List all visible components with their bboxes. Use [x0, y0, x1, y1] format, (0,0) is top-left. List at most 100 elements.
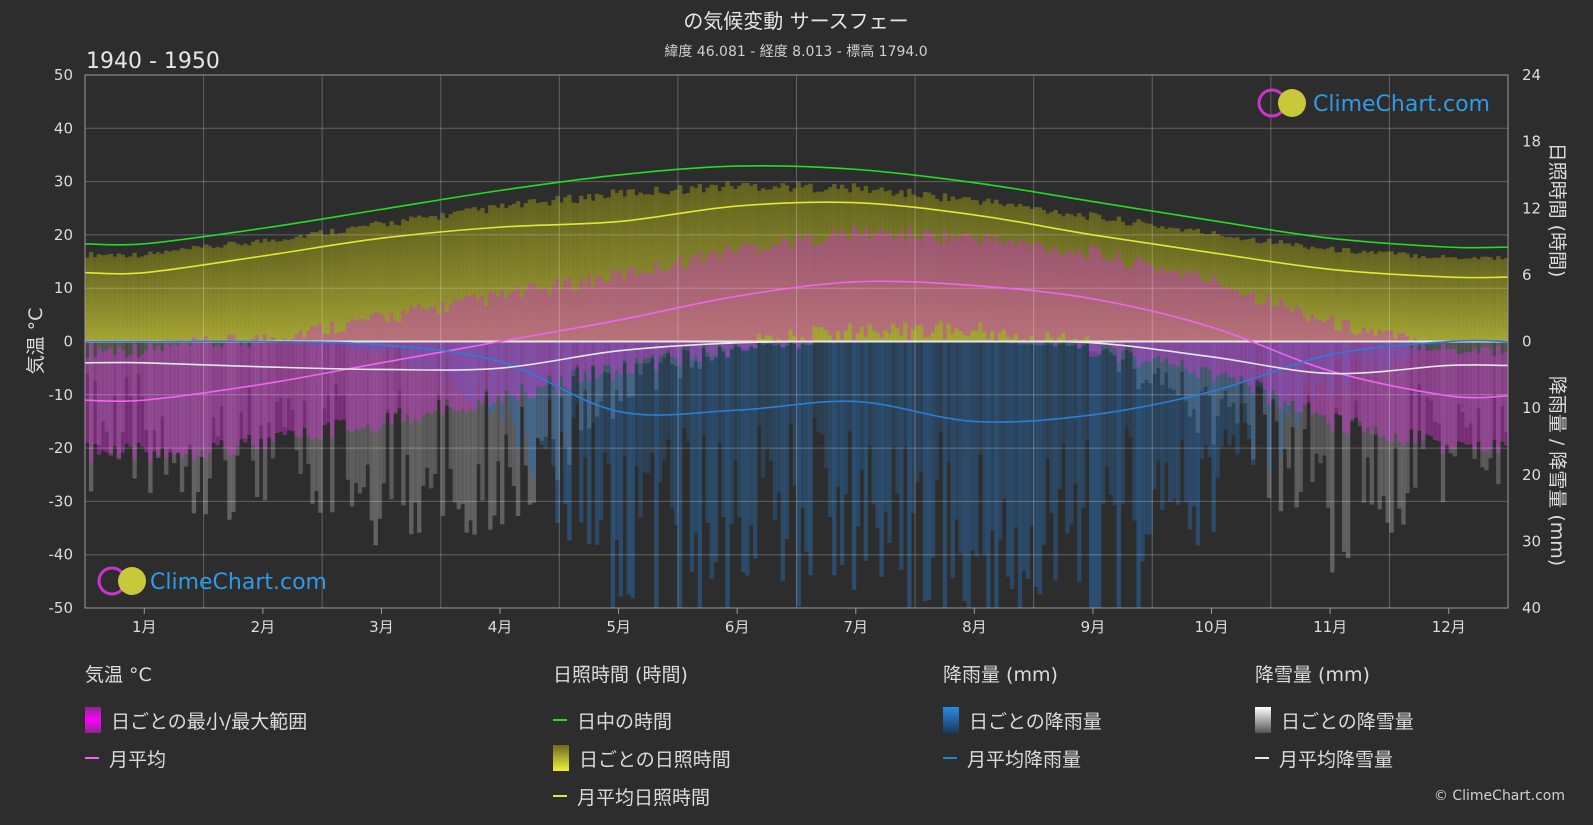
daily-sunshine-bar: [1377, 251, 1382, 342]
daily-rain-bar: [658, 341, 663, 483]
daily-sunshine-bar: [290, 238, 295, 342]
daily-snow-bar: [1065, 341, 1070, 346]
daily-snow-bar: [160, 341, 165, 417]
daily-rain-bar: [618, 341, 623, 597]
daily-rain-bar: [1041, 341, 1046, 546]
daily-snow-bar: [575, 341, 580, 366]
daily-rain-bar: [598, 341, 604, 521]
daily-rain-bar: [381, 341, 386, 352]
daily-rain-bar: [962, 341, 967, 602]
daily-rain-bar: [330, 341, 335, 349]
daily-snow-bar: [239, 341, 244, 413]
daily-temp-range-bar: [642, 273, 647, 359]
daily-temp-range-bar: [1140, 260, 1145, 363]
daily-sunshine-bar: [405, 221, 410, 342]
daily-snow-bar: [673, 341, 679, 367]
daily-snow-bar: [1330, 341, 1335, 573]
daily-temp-range-bar: [875, 231, 880, 333]
daily-sunshine-bar: [500, 203, 505, 342]
daily-temp-range-bar: [1069, 251, 1074, 342]
legend-snow: 降雪量 (mm) 日ごとの降雪量 月平均降雪量: [1255, 660, 1414, 777]
daily-sunshine-bar: [717, 190, 722, 342]
daily-rain-bar: [606, 341, 612, 464]
daily-temp-range-bar: [907, 227, 912, 341]
daily-rain-bar: [492, 341, 497, 412]
daily-rain-bar: [1413, 341, 1418, 355]
daily-rain-bar: [345, 341, 351, 349]
daily-snow-bar: [800, 341, 805, 345]
daily-temp-range-bar: [262, 334, 268, 450]
rain-avg-line: [85, 339, 1508, 423]
brand-logo-top[interactable]: ClimeChart.com: [1257, 88, 1490, 118]
daily-rain-bar: [887, 341, 892, 544]
daily-temp-range-bar: [1484, 347, 1489, 452]
daily-rain-bar: [725, 341, 730, 608]
daily-temp-range-bar: [156, 346, 161, 456]
daily-rain-bar: [1077, 341, 1082, 582]
daily-sunshine-bar: [982, 201, 987, 342]
daily-snow-bar: [219, 341, 224, 406]
daily-sunshine-bar: [1290, 245, 1295, 342]
daily-snow-bar: [254, 341, 260, 498]
daily-snow-bar: [1037, 341, 1042, 346]
daily-snow-bar: [587, 341, 592, 429]
daily-snow-bar: [1219, 341, 1224, 400]
legend-label: 月平均日照時間: [577, 786, 711, 809]
daily-temp-range-bar: [1164, 273, 1169, 359]
daily-snow-bar: [227, 341, 232, 520]
daily-snow-bar: [507, 341, 513, 468]
daily-temp-range-bar: [1480, 347, 1485, 451]
daily-snow-bar: [1156, 341, 1161, 369]
daily-temp-range-bar: [1017, 239, 1023, 343]
daily-sunshine-bar: [713, 185, 718, 342]
daily-snow-bar: [223, 341, 228, 461]
daily-temp-range-bar: [697, 250, 703, 363]
daily-snow-bar: [1361, 341, 1367, 503]
daily-temp-range-bar: [1341, 319, 1347, 433]
daily-rain-bar: [828, 341, 833, 517]
daily-sunshine-bar: [606, 197, 612, 342]
daily-sunshine-bar: [1417, 258, 1422, 342]
daily-snow-bar: [417, 341, 422, 533]
daily-sunshine-bar: [1128, 225, 1133, 342]
daily-snow-bar: [369, 341, 374, 521]
daily-sunshine-bar: [1468, 258, 1473, 342]
daily-rain-bar: [800, 341, 805, 508]
daily-rain-bar: [784, 341, 789, 540]
daily-sunshine-bar: [820, 191, 825, 342]
daily-snow-bar: [235, 341, 240, 456]
daily-sunshine-bar: [1397, 252, 1402, 342]
daily-sunshine-bar: [1385, 251, 1390, 342]
daily-temp-range-bar: [397, 321, 402, 409]
daily-temp-range-bar: [369, 314, 374, 431]
daily-sunshine-bar: [436, 219, 442, 342]
daily-rain-bar: [816, 341, 821, 433]
daily-rain-bar: [349, 341, 355, 350]
daily-temp-range-bar: [946, 242, 952, 324]
daily-snow-bar: [1251, 341, 1256, 460]
daily-snow-bar: [401, 341, 406, 506]
daily-snow-bar: [776, 341, 782, 345]
daily-temp-range-bar: [389, 313, 394, 424]
daily-sunshine-bar: [764, 189, 770, 342]
daily-sunshine-bar: [132, 252, 137, 342]
daily-sunshine-bar: [183, 248, 189, 342]
daily-temp-range-bar: [444, 311, 450, 400]
daily-temp-range-bar: [1183, 272, 1189, 369]
daily-rain-bar: [855, 341, 861, 527]
daily-sunshine-bar: [1104, 221, 1110, 342]
right-tick-label-precip: 10: [1522, 399, 1541, 417]
daily-snow-bar: [1140, 341, 1145, 383]
daily-rain-bar: [1290, 341, 1295, 395]
daily-snow-bar: [1179, 341, 1185, 372]
daily-temp-range-bar: [326, 334, 331, 423]
brand-logo-bottom[interactable]: ClimeChart.com: [97, 566, 327, 596]
daily-rain-bar: [1168, 341, 1173, 502]
daily-snow-bar: [156, 341, 161, 459]
daily-sunshine-bar: [1306, 249, 1311, 342]
daily-snow-bar: [120, 341, 125, 433]
daily-temp-range-bar: [195, 339, 201, 457]
daily-sunshine-bar: [851, 183, 857, 342]
daily-sunshine-bar: [432, 216, 438, 342]
daily-sunshine-bar: [1492, 259, 1497, 342]
